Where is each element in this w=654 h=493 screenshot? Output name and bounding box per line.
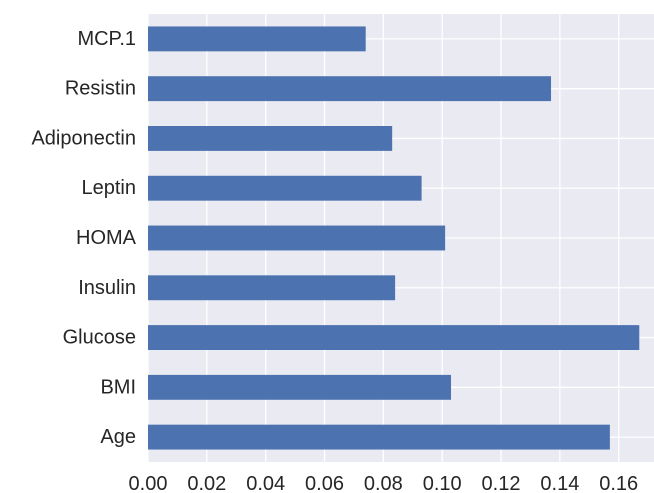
y-tick-label-age: Age <box>100 426 136 448</box>
x-tick-label-2: 0.04 <box>246 473 285 493</box>
bars <box>148 26 640 450</box>
y-tick-label-mcp-1: MCP.1 <box>77 28 136 50</box>
y-tick-label-leptin: Leptin <box>82 177 137 199</box>
x-tick-label-7: 0.14 <box>540 473 579 493</box>
x-tick-label-8: 0.16 <box>599 473 638 493</box>
x-axis-labels: 0.00 0.02 0.04 0.06 0.08 0.10 0.12 0.14 0.16 <box>129 473 639 493</box>
bar-insulin <box>148 275 396 301</box>
y-tick-label-homa: HOMA <box>76 227 137 249</box>
bar-bmi <box>148 374 452 400</box>
x-tick-label-4: 0.08 <box>364 473 403 493</box>
bar-adiponectin <box>148 126 393 151</box>
bar-homa <box>148 225 446 251</box>
x-tick-label-6: 0.12 <box>482 473 521 493</box>
x-tick-label-0: 0.00 <box>129 473 168 493</box>
y-axis-labels: Age BMI Glucose Insulin HOMA Leptin Adiponecti… <box>31 28 136 448</box>
x-tick-label-1: 0.02 <box>187 473 226 493</box>
y-tick-label-insulin: Insulin <box>78 277 136 299</box>
y-tick-label-glucose: Glucose <box>63 327 136 349</box>
bar-resistin <box>148 76 552 102</box>
x-tick-label-5: 0.10 <box>423 473 462 493</box>
x-tick-label-3: 0.06 <box>305 473 344 493</box>
bar-mcp-1 <box>148 26 366 52</box>
bar-glucose <box>148 325 640 350</box>
bar-age <box>148 424 610 450</box>
y-tick-label-resistin: Resistin <box>65 78 136 100</box>
y-tick-label-adiponectin: Adiponectin <box>31 127 136 149</box>
y-tick-label-bmi: BMI <box>100 376 136 398</box>
bar-leptin <box>148 175 422 201</box>
